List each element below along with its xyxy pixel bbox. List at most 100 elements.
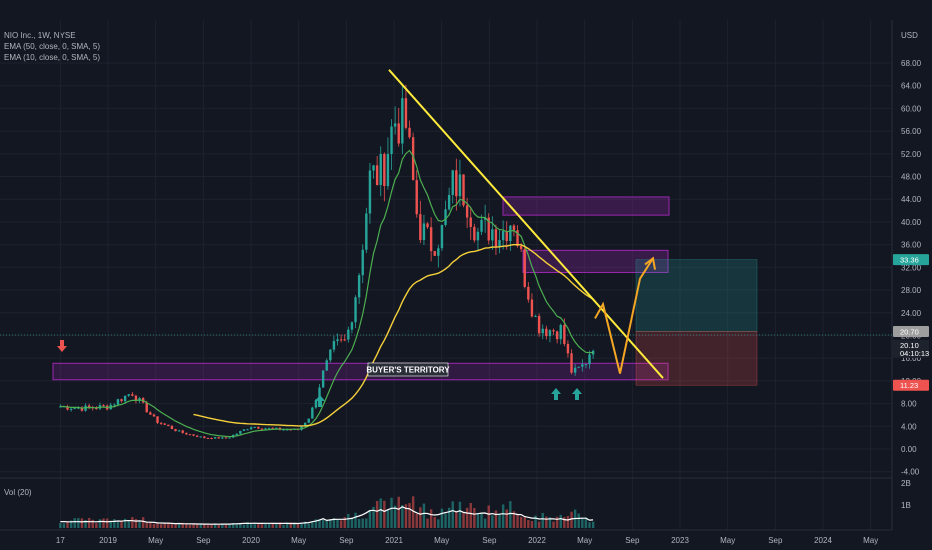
candle-body: [516, 230, 519, 246]
volume-bar: [393, 505, 397, 528]
volume-bar: [275, 523, 278, 528]
volume-bar: [455, 511, 458, 528]
volume-bar: [303, 521, 307, 528]
volume-bar: [375, 500, 379, 528]
y-tick-label: 16.00: [901, 354, 922, 363]
volume-bar: [332, 518, 336, 528]
candle-body: [422, 223, 426, 241]
y-tick-label: 48.00: [901, 173, 922, 182]
x-tick-label: Sep: [482, 536, 497, 545]
volume-bar: [210, 524, 213, 528]
ema-50-legend[interactable]: EMA (50, close, 0, SMA, 5): [4, 42, 101, 51]
volume-bar: [138, 521, 141, 528]
candle-body: [123, 395, 127, 402]
volume-bar: [440, 508, 444, 528]
volume-bar: [563, 517, 566, 528]
descending-trendline: [388, 69, 664, 379]
candle-body: [584, 364, 588, 366]
candle-body: [559, 324, 562, 340]
volume-bar: [69, 520, 73, 528]
volume-bar: [199, 523, 202, 528]
candle-body: [95, 408, 98, 410]
x-tick-label: May: [291, 536, 306, 545]
volume-bar: [537, 521, 541, 528]
current-price-tag-bg: [893, 339, 929, 358]
volume-tick-label: 1B: [901, 501, 911, 510]
volume-bar: [152, 523, 156, 528]
volume-bar: [84, 520, 87, 528]
candle-body: [354, 297, 357, 323]
candle-body: [181, 430, 184, 433]
volume-bar: [231, 523, 235, 528]
symbol-title[interactable]: NIO Inc., 1W, NYSE: [4, 31, 76, 40]
candle-body: [177, 430, 181, 432]
candle-body: [267, 427, 271, 429]
volume-bar: [591, 521, 595, 528]
chart-legend: NIO Inc., 1W, NYSE EMA (50, close, 0, SM…: [4, 30, 100, 63]
candle-body: [332, 341, 336, 350]
volume-bar: [145, 522, 148, 528]
candle-body: [433, 251, 436, 256]
volume-bar: [343, 517, 346, 528]
candle-body: [217, 437, 220, 439]
x-tick-label: Sep: [768, 536, 783, 545]
volume-bar: [285, 522, 289, 528]
candle-body: [545, 328, 548, 337]
ema-10-legend[interactable]: EMA (10, close, 0, SMA, 5): [4, 53, 101, 62]
volume-bar: [314, 519, 318, 528]
volume-bar: [188, 524, 192, 528]
volume-legend[interactable]: Vol (20): [4, 488, 32, 497]
volume-bar: [203, 524, 206, 528]
volume-bar: [379, 498, 382, 528]
candle-body: [429, 227, 433, 252]
volume-bar: [249, 523, 253, 528]
candle-body: [343, 339, 346, 341]
down-arrow-icon: [57, 340, 67, 352]
candle-body: [455, 170, 458, 197]
projection-arrowhead: [644, 256, 656, 270]
buyers-territory-label: BUYER'S TERRITORY: [366, 366, 450, 375]
up-arrow-icon: [551, 388, 561, 400]
volume-bar: [296, 523, 300, 528]
time-axis[interactable]: 17 2019 May Sep 2020 May Sep 2021 May Sep 2022 May S…: [56, 536, 878, 545]
buyers-territory-zone: [52, 362, 669, 381]
volume-bar: [357, 518, 361, 528]
y-tick-label: 60.00: [901, 104, 922, 113]
candle-body: [192, 434, 195, 436]
candle-body: [350, 322, 354, 330]
candle-body: [167, 424, 170, 427]
candle-body: [379, 153, 382, 186]
volume-bar: [483, 518, 487, 528]
volume-bar: [519, 516, 523, 528]
volume-bar: [91, 519, 94, 528]
volume-bar: [73, 518, 76, 528]
x-tick-label: 2023: [671, 536, 689, 545]
candle-body: [329, 349, 332, 361]
candle-body: [249, 427, 253, 430]
candle-body: [260, 428, 264, 430]
price-axis[interactable]: -4.000.004.008.0012.0016.0020.0024.0028.…: [901, 31, 922, 510]
candle-body: [588, 354, 591, 365]
candle-body: [271, 427, 274, 429]
volume-bar: [516, 513, 519, 528]
candle-body: [386, 153, 390, 187]
candle-body: [282, 429, 285, 431]
volume-bar: [228, 524, 231, 528]
x-tick-label: May: [148, 536, 163, 545]
candle-body: [239, 430, 242, 434]
volume-bar: [113, 519, 116, 528]
volume-bar: [577, 513, 580, 528]
volume-bar: [239, 524, 242, 528]
volume-bar: [59, 523, 62, 528]
candle-body: [206, 437, 210, 439]
volume-bar: [498, 514, 501, 528]
volume-bar: [278, 522, 282, 528]
volume-bar: [368, 509, 372, 528]
projection-path: [594, 257, 654, 374]
resistance-zone-lower: [522, 249, 669, 273]
volume-bar: [480, 512, 483, 528]
candle-body: [357, 275, 361, 298]
volume-bar: [253, 524, 256, 528]
volume-bar: [282, 524, 285, 528]
